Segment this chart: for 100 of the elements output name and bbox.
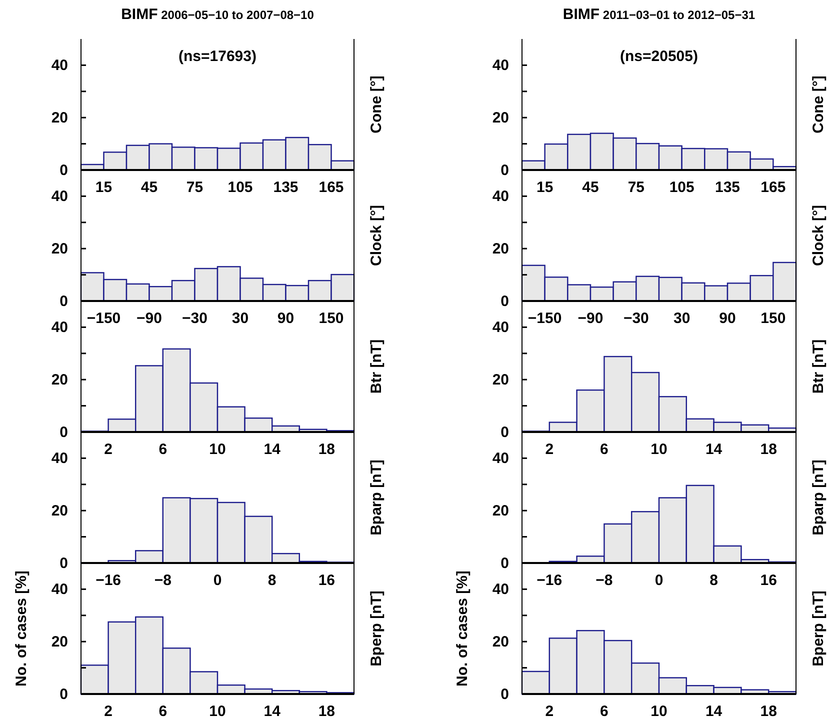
y2-axis-title: Btr [nT]: [810, 339, 827, 394]
x-tick-label: 0: [213, 572, 222, 589]
y2-axis-title: Btr [nT]: [368, 339, 385, 394]
y-tick-label: 20: [51, 371, 68, 388]
x-tick-label: −16: [536, 572, 562, 589]
x-tick-label: 135: [714, 179, 740, 196]
y2-axis-title: Bperp [nT]: [810, 590, 827, 666]
x-tick-label: 2: [545, 441, 554, 458]
x-tick-label: −150: [528, 310, 562, 327]
x-tick-label: 14: [705, 441, 723, 458]
y-tick-label: 0: [500, 162, 509, 179]
y-tick-label: 40: [51, 450, 68, 467]
x-tick-label: 165: [318, 179, 344, 196]
y-tick-label: 0: [60, 686, 68, 703]
x-tick-label: 18: [760, 703, 777, 720]
y2-axis-title: Clock [°]: [810, 204, 827, 266]
y-tick-label: 20: [492, 371, 509, 388]
y2-axis-title: Bperp [nT]: [368, 590, 385, 666]
y-tick-label: 20: [51, 633, 68, 650]
x-tick-label: 10: [209, 441, 226, 458]
x-tick-label: 18: [760, 441, 777, 458]
x-tick-label: 6: [158, 703, 168, 720]
y-tick-label: 20: [51, 109, 68, 126]
x-tick-label: −150: [86, 310, 121, 327]
x-tick-label: 75: [628, 179, 645, 196]
y-tick-label: 0: [500, 424, 509, 441]
y-tick-label: 0: [500, 686, 509, 703]
x-tick-label: 16: [760, 572, 777, 589]
y2-axis-title: Clock [°]: [368, 204, 385, 266]
y2-axis-title: Cone [°]: [810, 76, 827, 134]
x-tick-label: 30: [673, 310, 690, 327]
x-tick-label: 150: [318, 310, 344, 327]
x-tick-label: −8: [596, 572, 613, 589]
x-tick-label: 18: [318, 703, 336, 720]
y-tick-label: 0: [500, 292, 509, 310]
y-tick-label: 40: [51, 188, 68, 205]
x-tick-label: 18: [318, 441, 336, 458]
x-tick-label: 90: [719, 310, 736, 327]
y-tick-label: 0: [60, 424, 68, 441]
y-tick-label: 0: [500, 554, 509, 572]
x-tick-label: 165: [760, 179, 786, 196]
x-tick-label: 14: [264, 703, 282, 720]
x-tick-label: 105: [669, 179, 694, 196]
x-tick-label: 14: [705, 703, 723, 720]
y-tick-label: 40: [492, 450, 509, 467]
x-tick-label: 16: [318, 572, 336, 589]
y2-axis-title: Cone [°]: [368, 76, 385, 134]
x-tick-label: 8: [268, 572, 276, 589]
annotation: (ns=17693): [178, 48, 256, 65]
x-tick-label: 14: [264, 441, 282, 458]
x-tick-label: 150: [760, 310, 786, 327]
x-tick-label: 15: [95, 179, 112, 196]
y2-axis-title: Bparp [nT]: [810, 460, 827, 536]
y-tick-label: 40: [492, 581, 509, 598]
y-tick-label: 20: [51, 240, 68, 258]
x-tick-label: −30: [623, 310, 649, 327]
x-tick-label: −90: [578, 310, 604, 327]
x-tick-label: 135: [273, 179, 298, 196]
x-tick-label: 0: [654, 572, 664, 589]
y-tick-label: 40: [51, 319, 68, 336]
x-tick-label: 6: [600, 441, 608, 458]
x-tick-label: 45: [140, 179, 158, 196]
y-tick-label: 0: [60, 162, 68, 179]
x-tick-label: 10: [650, 441, 668, 458]
y-tick-label: 40: [492, 319, 509, 336]
x-tick-label: −8: [154, 572, 172, 589]
x-tick-label: 75: [186, 179, 204, 196]
chart-title: BIMF 2006−05−10 to 2007−08−10: [121, 6, 314, 23]
x-tick-label: −90: [136, 310, 162, 327]
y-tick-label: 20: [492, 240, 509, 258]
annotation: (ns=20505): [620, 48, 698, 65]
y-tick-label: 0: [60, 554, 68, 572]
x-tick-label: 15: [536, 179, 554, 196]
y-axis-title: No. of cases [%]: [454, 570, 471, 686]
y-tick-label: 40: [51, 581, 68, 598]
y2-axis-title: Bparp [nT]: [368, 460, 385, 536]
x-tick-label: −16: [96, 572, 122, 589]
y-tick-label: 20: [492, 109, 509, 126]
y-tick-label: 20: [492, 633, 509, 650]
x-tick-label: 30: [232, 310, 249, 327]
x-tick-label: 105: [228, 179, 253, 196]
y-axis-title: No. of cases [%]: [13, 570, 30, 686]
x-tick-label: 45: [582, 179, 599, 196]
x-tick-label: −30: [182, 310, 208, 327]
chart-title: BIMF 2011−03−01 to 2012−05−31: [562, 6, 756, 23]
x-tick-label: 2: [545, 703, 554, 720]
x-tick-label: 10: [650, 703, 668, 720]
x-tick-label: 2: [104, 703, 112, 720]
y-tick-label: 40: [51, 57, 68, 74]
x-tick-label: 90: [277, 310, 294, 327]
x-tick-label: 8: [710, 572, 718, 589]
y-tick-label: 20: [492, 502, 509, 520]
y-tick-label: 40: [492, 57, 509, 74]
y-tick-label: 0: [60, 292, 68, 310]
y-tick-label: 40: [492, 188, 509, 205]
x-tick-label: 10: [209, 703, 226, 720]
x-tick-label: 6: [158, 441, 168, 458]
x-tick-label: 6: [600, 703, 608, 720]
x-tick-label: 2: [104, 441, 112, 458]
y-tick-label: 20: [51, 502, 68, 520]
